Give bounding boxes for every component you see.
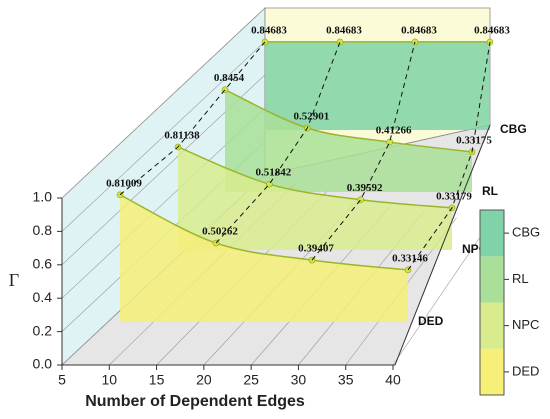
x-tick-label: 5	[58, 372, 66, 388]
x-axis-title: Number of Dependent Edges	[85, 393, 305, 410]
line	[177, 146, 453, 209]
connector	[311, 41, 416, 261]
series-label: RL	[482, 184, 498, 198]
legend-swatch	[480, 256, 504, 303]
legend-frame	[479, 209, 505, 396]
colorbar: DED NPC RL CBG	[479, 209, 540, 396]
area	[120, 194, 408, 322]
y-tick-label: 1.0	[33, 189, 53, 205]
grid-line	[392, 224, 489, 366]
legend-label: NPC	[512, 317, 539, 332]
point	[386, 138, 393, 146]
connector	[407, 41, 491, 271]
value-label: 0.84683	[401, 24, 437, 36]
value-label: 0.84683	[474, 24, 510, 36]
x-tick-label: 35	[338, 372, 354, 388]
x-tick-label: 10	[101, 372, 117, 388]
value-label: 0.84683	[251, 24, 287, 36]
x-tick-label: 30	[291, 372, 307, 388]
value-label: 0.41266	[376, 125, 412, 137]
legend-label: CBG	[512, 225, 540, 240]
value-label: 0.50262	[202, 226, 238, 238]
value-label: 0.8454	[214, 72, 245, 84]
depth-axis	[394, 124, 491, 366]
legend-swatch	[480, 302, 504, 349]
y-axis-title: Γ	[9, 270, 19, 290]
legend-swatch	[480, 210, 504, 257]
value-label: 0.39407	[298, 243, 334, 255]
value-label: 0.81138	[164, 129, 200, 141]
legend-label: DED	[512, 363, 539, 378]
area	[225, 89, 472, 192]
point	[336, 38, 344, 46]
legend-label: RL	[512, 271, 529, 286]
line	[224, 89, 473, 153]
value-label: 0.39592	[347, 182, 383, 194]
x-tick-label: 25	[243, 372, 259, 388]
series-label: CBG	[500, 122, 527, 136]
y-tick-label: 0.6	[33, 256, 53, 272]
x-tick-label: 15	[149, 372, 165, 388]
line	[119, 194, 409, 271]
grid-line	[61, 41, 266, 232]
y-tick-label: 0.4	[33, 289, 53, 305]
value-label: 0.52901	[293, 111, 329, 123]
plot-area: 0.84683 0.84683 0.84683 0.84683 CBG 0.8454 0.5…	[106, 24, 527, 328]
x-tick-label: 20	[196, 372, 212, 388]
legend-swatch	[480, 348, 504, 395]
y-tick-label: 0.8	[33, 222, 53, 238]
grid-line	[61, 7, 266, 199]
area	[265, 41, 490, 130]
connector	[119, 41, 266, 196]
y-tick-label: 0.0	[33, 356, 53, 372]
area	[178, 146, 452, 250]
value-label: 0.84683	[326, 24, 362, 36]
value-label: 0.81009	[106, 177, 142, 189]
value-label: 0.33146	[392, 252, 428, 264]
series-label: DED	[418, 314, 444, 328]
x-tick-label: 40	[385, 372, 401, 388]
y-tick-label: 0.2	[33, 322, 53, 338]
connector	[215, 41, 341, 244]
value-label: 0.51842	[255, 167, 291, 179]
